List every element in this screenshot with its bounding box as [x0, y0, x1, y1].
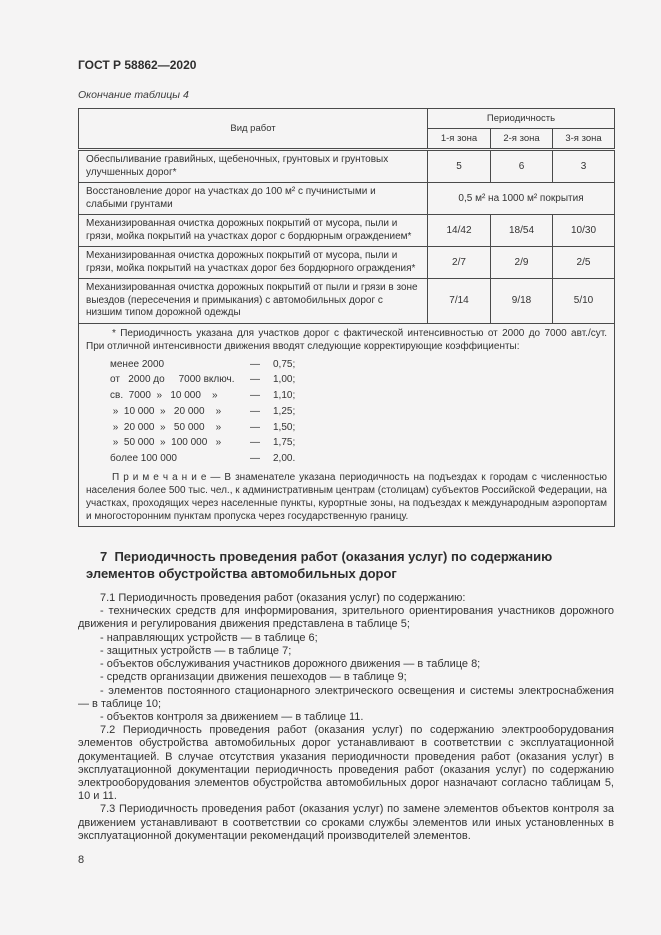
coefficient-value: 1,25; — [273, 405, 296, 417]
coefficient-row: » 10 000 » 20 000 » — 1,25; — [110, 404, 607, 420]
table-row: Механизированная очистка дорожных покрыт… — [78, 214, 615, 247]
coefficient-row: » 20 000 » 50 000 » — 1,50; — [110, 420, 607, 436]
coefficient-range: » 10 000 » 20 000 » — [110, 405, 222, 417]
table-header-row: Вид работ Периодичность — [78, 108, 615, 151]
dash: — — [250, 358, 260, 370]
coefficient-row: » 50 000 » 100 000 » — 1,75; — [110, 435, 607, 451]
periodicity-table: Вид работ Периодичность 1-я зона 2-я зон… — [78, 108, 615, 528]
coefficient-value: 2,00. — [273, 453, 296, 465]
col-header-zone-2: 2-я зона — [490, 128, 553, 151]
dash: — — [250, 437, 260, 449]
zone1-value-cell: 5 — [427, 149, 491, 183]
work-cell: Механизированная очистка дорожных покрыт… — [78, 278, 428, 324]
coefficient-value: 1,50; — [273, 421, 296, 433]
zone3-value-cell: 10/30 — [552, 214, 615, 247]
col-header-zone-1: 1-я зона — [427, 128, 491, 151]
paragraph: 7.2 Периодичность проведения работ (оказ… — [78, 724, 614, 803]
coefficient-value: 1,00; — [273, 374, 296, 386]
zone1-value-cell: 14/42 — [427, 214, 491, 247]
zone2-value-cell: 6 — [490, 149, 553, 183]
coefficient-row: от 2000 до 7000 включ. — 1,00; — [110, 372, 607, 388]
coefficient-row: св. 7000 » 10 000 » — 1,10; — [110, 388, 607, 404]
section-heading: 7 Периодичность проведения работ (оказан… — [86, 549, 553, 582]
table-row: Механизированная очистка дорожных покрыт… — [78, 278, 615, 324]
zone2-value-cell: 9/18 — [490, 278, 553, 324]
coefficient-range: от 2000 до 7000 включ. — [110, 374, 235, 386]
col-header-zone-3: 3-я зона — [552, 128, 615, 151]
coefficient-value: 0,75; — [273, 358, 296, 370]
work-cell: Механизированная очистка дорожных покрыт… — [78, 246, 428, 279]
table-subheader-row: 1-я зона 2-я зона 3-я зона — [79, 128, 615, 151]
table-footnote-row: * Периодичность указана для участков дор… — [78, 322, 615, 528]
coefficient-range: более 100 000 — [110, 453, 177, 465]
coefficient-range: св. 7000 » 10 000 » — [110, 390, 218, 402]
merged-value-cell: 0,5 м² на 1000 м² покрытия — [427, 182, 615, 215]
table-row: Обеспыливание гравийных, щебеночных, гру… — [78, 149, 615, 183]
col-header-work: Вид работ — [78, 108, 428, 151]
paragraph: 7.1 Периодичность проведения работ (оказ… — [100, 592, 466, 605]
zone1-value-cell: 2/7 — [427, 246, 491, 279]
coefficient-range: » 20 000 » 50 000 » — [110, 421, 222, 433]
coefficient-list: менее 2000 — 0,75; от 2000 до 7000 включ… — [110, 357, 607, 468]
list-item: - элементов постоянного стационарного эл… — [78, 684, 614, 710]
col-header-periodicity: Периодичность — [427, 108, 615, 129]
work-cell: Обеспыливание гравийных, щебеночных, гру… — [78, 149, 428, 183]
table-row: Механизированная очистка дорожных покрыт… — [78, 246, 615, 279]
list-item: - защитных устройств — в таблице 7; — [100, 644, 292, 657]
work-cell: Механизированная очистка дорожных покрыт… — [78, 214, 428, 247]
work-cell: Восстановление дорог на участках до 100 … — [78, 182, 428, 215]
zone1-value-cell: 7/14 — [427, 278, 491, 324]
coefficient-value: 1,10; — [273, 390, 296, 402]
list-item: - направляющих устройств — в таблице 6; — [100, 631, 318, 644]
zone2-value-cell: 2/9 — [490, 246, 553, 279]
paragraph: 7.3 Периодичность проведения работ (оказ… — [78, 803, 614, 842]
coefficient-range: » 50 000 » 100 000 » — [110, 437, 222, 449]
dash: — — [250, 405, 260, 417]
doc-code: ГОСТ Р 58862—2020 — [78, 58, 197, 72]
list-item: - технических средств для информирования… — [78, 605, 614, 631]
list-item: - средств организации движения пешеходов… — [100, 671, 407, 684]
dash: — — [250, 453, 260, 465]
document-page: ГОСТ Р 58862—2020 Окончание таблицы 4 Ви… — [78, 0, 615, 866]
table-row: Восстановление дорог на участках до 100 … — [78, 182, 615, 215]
coefficient-row: более 100 000 — 2,00. — [110, 451, 607, 467]
footnote-note: П р и м е ч а н и е — В знаменателе указ… — [86, 472, 607, 523]
table-caption: Окончание таблицы 4 — [78, 89, 189, 101]
dash: — — [250, 390, 260, 402]
list-item: - объектов обслуживания участников дорож… — [100, 658, 481, 671]
zone2-value-cell: 18/54 — [490, 214, 553, 247]
coefficient-range: менее 2000 — [110, 358, 165, 370]
table-footnote-cell: * Периодичность указана для участков дор… — [78, 322, 615, 528]
zone3-value-cell: 5/10 — [552, 278, 615, 324]
coefficient-value: 1,75; — [273, 437, 296, 449]
coefficient-row: менее 2000 — 0,75; — [110, 357, 607, 373]
list-item: - объектов контроля за движением — в таб… — [100, 710, 364, 723]
footnote-text: * Периодичность указана для участков дор… — [86, 327, 607, 352]
page-number: 8 — [78, 853, 85, 866]
zone3-value-cell: 2/5 — [552, 246, 615, 279]
dash: — — [250, 421, 260, 433]
dash: — — [250, 374, 260, 386]
zone3-value-cell: 3 — [552, 149, 615, 183]
section-body: 7.1 Периодичность проведения работ (оказ… — [78, 592, 614, 843]
